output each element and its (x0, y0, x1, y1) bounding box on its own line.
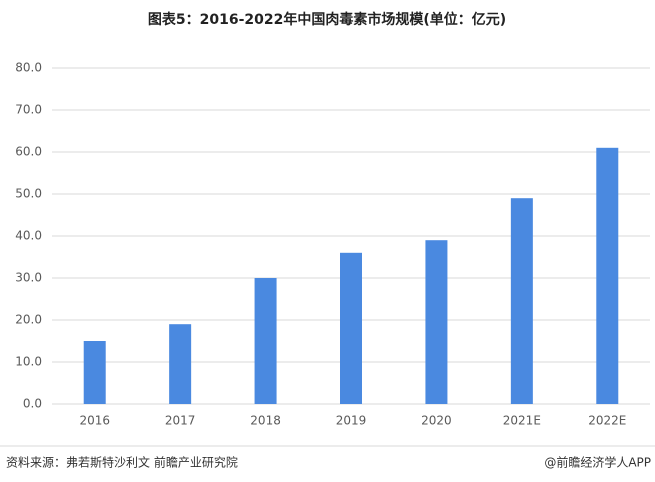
y-tick-label: 70.0 (15, 103, 42, 117)
x-tick-label: 2021E (503, 414, 541, 428)
credit: @前瞻经济学人APP (544, 455, 651, 470)
chart-title: 图表5：2016-2022年中国肉毒素市场规模(单位：亿元) (148, 11, 506, 28)
bar (169, 324, 192, 404)
y-tick-label: 20.0 (15, 313, 42, 327)
y-tick-label: 80.0 (15, 61, 42, 75)
x-tick-label: 2020 (421, 414, 452, 428)
x-tick-label: 2022E (588, 414, 626, 428)
bar (425, 240, 448, 404)
source: 资料来源：弗若斯特沙利文 前瞻产业研究院 (6, 455, 238, 470)
y-tick-label: 0.0 (23, 397, 42, 411)
bar (596, 147, 619, 405)
x-tick-label: 2016 (79, 414, 110, 428)
bar (254, 278, 277, 404)
bar (340, 252, 362, 404)
y-tick-label: 50.0 (15, 187, 42, 201)
x-tick-label: 2017 (165, 414, 196, 428)
x-tick-label: 2018 (250, 414, 281, 428)
bar (83, 341, 106, 404)
y-tick-label: 60.0 (15, 145, 42, 159)
y-tick-label: 30.0 (15, 271, 42, 285)
x-tick-label: 2019 (336, 414, 367, 428)
y-tick-label: 40.0 (15, 229, 42, 243)
bar (510, 198, 533, 404)
y-tick-label: 10.0 (15, 355, 42, 369)
